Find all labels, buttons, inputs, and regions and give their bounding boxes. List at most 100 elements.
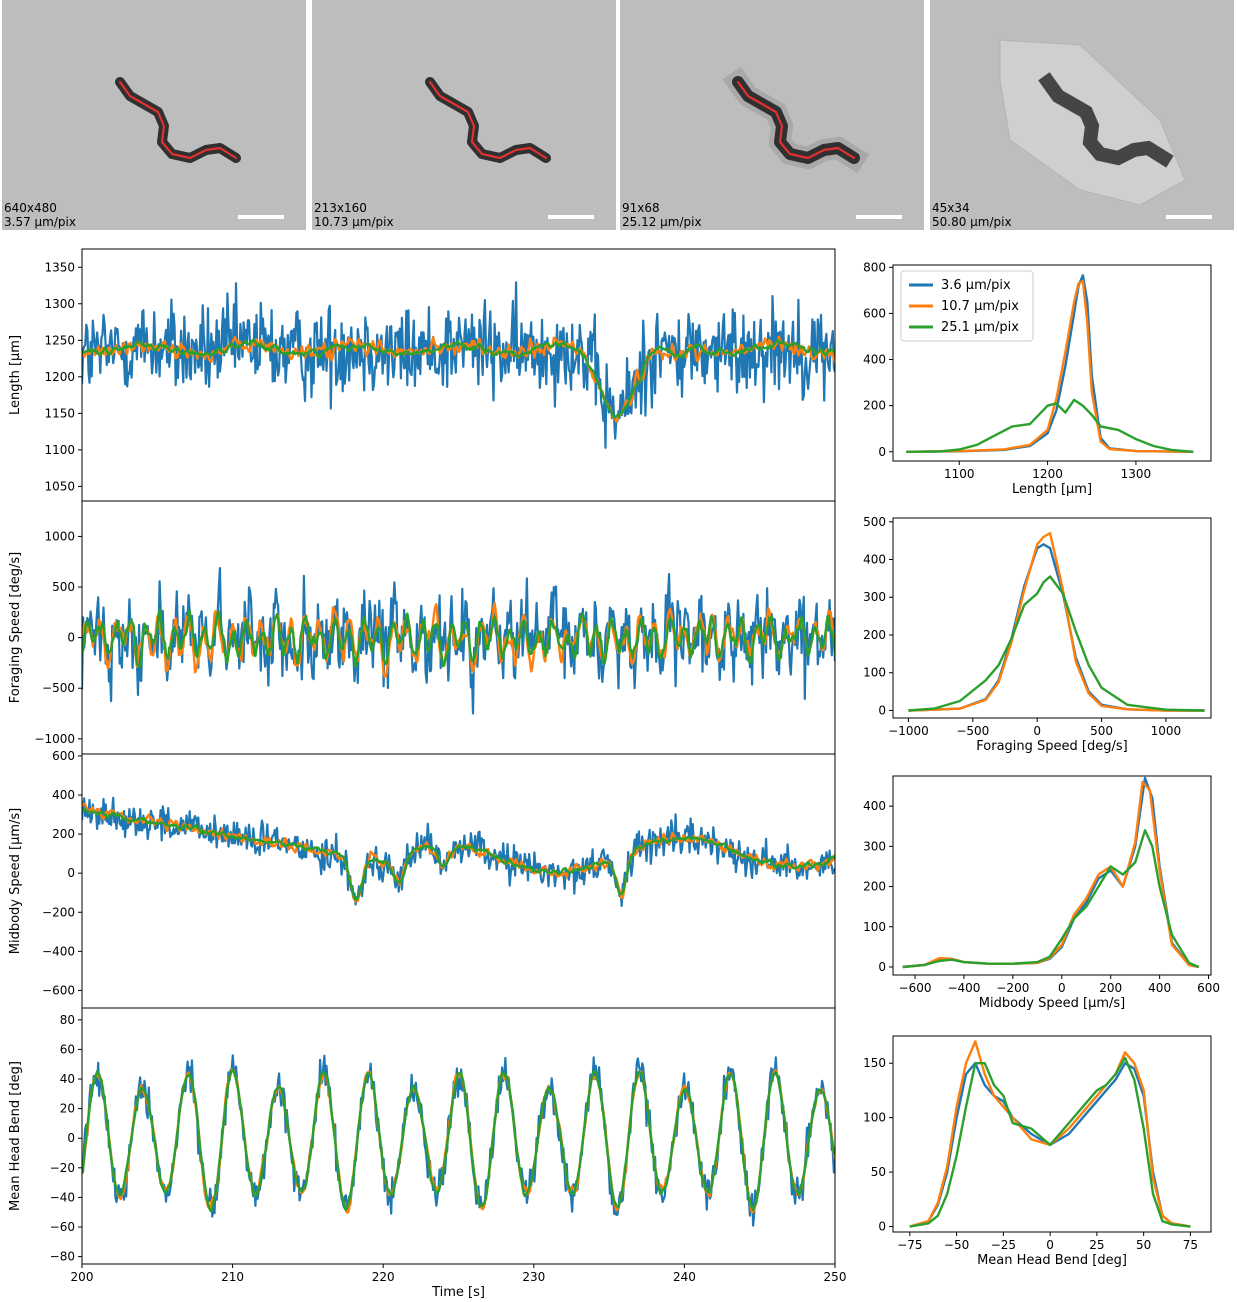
y-tick-label: 200 [863,399,886,413]
y-tick-label: 0 [878,1220,886,1234]
x-tick-label: 230 [522,1270,545,1284]
series-line-2 [908,531,1205,712]
x-tick-label: 500 [1090,724,1113,738]
legend: 3.6 µm/pix 10.7 µm/pix 25.1 µm/pix [900,270,1034,342]
series-line-3 [82,609,835,669]
x-tick-label: 250 [824,1270,847,1284]
x-tick-label: −50 [944,1238,969,1252]
y-tick-label: 400 [863,353,886,367]
timeseries-ts_midbody: −600 −400 −200 0 200 400 600 Midbody Speed [µm/… [8,749,836,1009]
x-tick-label: 200 [1099,981,1122,995]
series-group [902,776,1200,969]
x-tick-label: 0 [1046,1238,1054,1252]
scale-bar [1166,215,1212,219]
y-tick-label: 400 [863,799,886,813]
y-tick-label: 600 [863,306,886,320]
axes-frame [892,517,1212,719]
y-axis-label: Foraging Speed [deg/s] [8,552,23,703]
y-tick-label: −200 [42,905,75,919]
x-tick-label: 210 [221,1270,244,1284]
y-tick-label: 80 [60,1013,75,1027]
x-tick-label: 1100 [944,467,975,481]
axes-frame [892,775,1212,976]
x-tick-label: 1000 [1151,724,1182,738]
panel-resolution: 640x480 [4,201,57,215]
y-tick-label: 40 [60,1072,75,1086]
x-axis-label: Foraging Speed [deg/s] [976,739,1127,754]
x-tick-label: 0 [1058,981,1066,995]
series-line-2 [909,1040,1191,1228]
histogram-h_midbody: 0 100 200 300 400 −600 −400 −200 0 200 400 600 Midbo… [863,775,1220,1011]
x-axis-label: Length [µm] [1012,482,1092,497]
legend-box [900,270,1034,342]
axes-frame [892,1035,1212,1233]
x-tick-label: −75 [897,1238,922,1252]
worm-midline [118,80,238,160]
x-tick-label: −500 [956,724,989,738]
series-line-3 [82,1068,835,1213]
y-tick-label: 1050 [44,479,75,493]
axes-frame [892,264,1212,462]
panel-scale: 10.73 µm/pix [314,215,394,229]
y-tick-label: 0 [67,866,75,880]
axes-frame [81,753,836,1009]
y-tick-label: 400 [863,553,886,567]
x-tick-label: 75 [1183,1238,1198,1252]
series-line-3 [906,398,1194,453]
y-tick-label: 100 [863,666,886,680]
panel-resolution: 45x34 [932,201,970,215]
worm-body [1038,72,1174,168]
series-line-3 [82,338,835,419]
legend-entry-1: 3.6 µm/pix [941,278,1011,293]
panel-scale: 3.57 µm/pix [4,215,76,229]
y-tick-label: 200 [52,827,75,841]
y-tick-label: 1150 [44,406,75,420]
y-tick-label: 600 [52,749,75,763]
x-tick-label: 1200 [1032,467,1063,481]
x-axis-label: Time [s] [431,1285,485,1300]
y-tick-label: 1100 [44,443,75,457]
y-tick-label: −80 [50,1250,75,1264]
legend-entry-3: 25.1 µm/pix [941,320,1019,335]
x-tick-label: −400 [947,981,980,995]
y-tick-label: 150 [863,1056,886,1070]
y-tick-label: 20 [60,1102,75,1116]
histogram-h_foraging: 0 100 200 300 400 500 −1000 −500 0 500 1000 Foragin… [863,515,1212,754]
y-tick-label: 0 [878,703,886,717]
panel-resolution: 213x160 [314,201,367,215]
y-tick-label: 800 [863,260,886,274]
y-tick-label: 1300 [44,297,75,311]
axes-frame [81,248,836,502]
y-tick-label: 0 [878,960,886,974]
series-group [909,1040,1191,1228]
y-tick-label: −1000 [34,732,75,746]
series-group [82,796,835,908]
x-tick-label: 220 [372,1270,395,1284]
y-tick-label: −500 [42,681,75,695]
x-tick-label: 400 [1148,981,1171,995]
y-tick-label: 100 [863,920,886,934]
timeseries-ts_foraging: −1000 −500 0 500 1000 Foraging Speed [deg/s] [8,500,836,755]
scale-bar [238,215,284,219]
timeseries-ts_headbend: −80 −60 −40 −20 0 20 40 60 80 200 210 220 230 240 250 M… [8,1007,847,1300]
series-line-1 [82,281,835,449]
worm-midline [428,80,548,160]
x-tick-label: −1000 [888,724,929,738]
x-tick-label: −600 [899,981,932,995]
panel-resolution: 91x68 [622,201,660,215]
y-tick-label: 300 [863,839,886,853]
scale-bar [856,215,902,219]
x-tick-label: 25 [1089,1238,1104,1252]
y-axis-label: Midbody Speed [µm/s] [8,808,23,954]
x-axis-label: Midbody Speed [µm/s] [979,996,1125,1011]
y-tick-label: 200 [863,628,886,642]
x-tick-label: 200 [71,1270,94,1284]
y-tick-label: 100 [863,1111,886,1125]
series-line-1 [82,1054,835,1227]
y-tick-label: 0 [878,445,886,459]
series-group [82,566,835,715]
x-tick-label: 240 [673,1270,696,1284]
